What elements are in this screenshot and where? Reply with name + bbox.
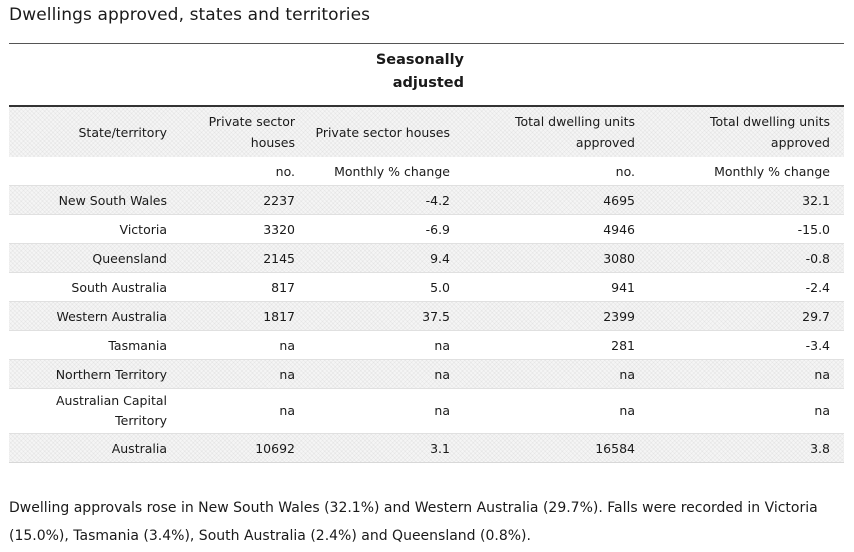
column-header-total-dwellings-number: Total dwelling units approved: [464, 105, 649, 157]
table-cell: 29.7: [649, 301, 844, 331]
unit-cell: Monthly % change: [714, 163, 830, 179]
table-row: South Australia 817 5.0 941 -2.4: [9, 272, 844, 302]
table-cell: na: [649, 359, 844, 389]
table-cell: 281: [464, 330, 649, 360]
table-cell: 2145: [172, 243, 309, 273]
state-name: Tasmania: [9, 330, 172, 360]
state-name: Australian Capital Territory: [9, 388, 172, 434]
table-cell: -0.8: [649, 243, 844, 273]
table-row: Victoria 3320 -6.9 4946 -15.0: [9, 214, 844, 244]
column-header-private-houses-number: Private sector houses: [172, 105, 309, 157]
units-row: no. Monthly % change no. Monthly % chang…: [9, 157, 844, 186]
table-row: Tasmania na na 281 -3.4: [9, 330, 844, 360]
state-name: New South Wales: [9, 185, 172, 215]
state-name: Western Australia: [9, 301, 172, 331]
table-cell: na: [309, 330, 464, 360]
table-cell: 817: [172, 272, 309, 302]
table-cell: 1817: [172, 301, 309, 331]
page-title: Dwellings approved, states and territori…: [9, 5, 371, 25]
table-cell: 3320: [172, 214, 309, 244]
state-name: Australia: [9, 433, 172, 463]
state-name: Queensland: [9, 243, 172, 273]
table-cell: 5.0: [309, 272, 464, 302]
state-name: Northern Territory: [9, 359, 172, 389]
seasonally-adjusted-label: Seasonally adjusted: [375, 52, 464, 91]
table-cell: 16584: [464, 433, 649, 463]
table-row: Queensland 2145 9.4 3080 -0.8: [9, 243, 844, 273]
table-cell: 4695: [464, 185, 649, 215]
table-cell: na: [309, 359, 464, 389]
dwellings-table-container: Seasonally adjusted State/territory Priv…: [9, 43, 844, 463]
table-row: Australian Capital Territory na na na na: [9, 388, 844, 434]
state-name: South Australia: [9, 272, 172, 302]
table-cell: -3.4: [649, 330, 844, 360]
table-row: Northern Territory na na na na: [9, 359, 844, 389]
table-cell: 941: [464, 272, 649, 302]
column-header-total-dwellings-change: Total dwelling units approved: [649, 105, 844, 157]
table-cell: 9.4: [309, 243, 464, 273]
unit-cell: [9, 157, 172, 186]
table-cell: 3080: [464, 243, 649, 273]
unit-cell: no.: [275, 163, 295, 179]
table-cell: 2237: [172, 185, 309, 215]
table-cell: 37.5: [309, 301, 464, 331]
table-cell: na: [172, 388, 309, 434]
seasonal-header-row: Seasonally adjusted: [9, 44, 844, 106]
table-cell: na: [464, 359, 649, 389]
dwellings-table: Seasonally adjusted State/territory Priv…: [9, 44, 844, 463]
table-cell: na: [172, 359, 309, 389]
table-row: New South Wales 2237 -4.2 4695 32.1: [9, 185, 844, 215]
table-cell: 32.1: [649, 185, 844, 215]
table-cell: na: [309, 388, 464, 434]
state-name: Victoria: [9, 214, 172, 244]
table-row-total: Australia 10692 3.1 16584 3.8: [9, 433, 844, 463]
table-cell: na: [649, 388, 844, 434]
table-cell: -2.4: [649, 272, 844, 302]
table-row: Western Australia 1817 37.5 2399 29.7: [9, 301, 844, 331]
table-cell: 4946: [464, 214, 649, 244]
column-header-row: State/territory Private sector houses Pr…: [9, 105, 844, 157]
column-header-state: State/territory: [9, 105, 172, 157]
table-cell: -15.0: [649, 214, 844, 244]
summary-paragraph: Dwelling approvals rose in New South Wal…: [9, 500, 818, 544]
column-header-private-houses-change: Private sector houses: [309, 105, 464, 157]
table-cell: 3.1: [309, 433, 464, 463]
table-cell: 10692: [172, 433, 309, 463]
table-cell: 2399: [464, 301, 649, 331]
unit-cell: no.: [615, 163, 635, 179]
table-cell: na: [172, 330, 309, 360]
table-cell: na: [464, 388, 649, 434]
table-cell: -4.2: [309, 185, 464, 215]
table-cell: 3.8: [649, 433, 844, 463]
unit-cell: Monthly % change: [334, 163, 450, 179]
table-cell: -6.9: [309, 214, 464, 244]
